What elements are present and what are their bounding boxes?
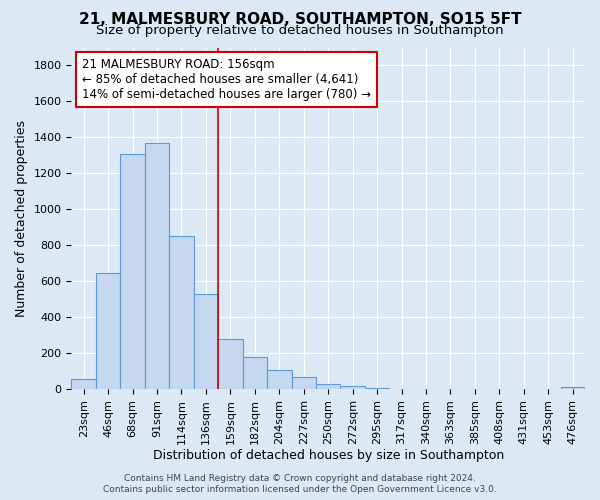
- Bar: [316, 384, 340, 389]
- Bar: [292, 378, 316, 389]
- Bar: [560, 388, 585, 389]
- X-axis label: Distribution of detached houses by size in Southampton: Distribution of detached houses by size …: [152, 450, 504, 462]
- Bar: [194, 294, 218, 389]
- Bar: [340, 386, 365, 389]
- Text: Size of property relative to detached houses in Southampton: Size of property relative to detached ho…: [96, 24, 504, 37]
- Bar: [242, 356, 267, 389]
- Y-axis label: Number of detached properties: Number of detached properties: [15, 120, 28, 317]
- Text: 21, MALMESBURY ROAD, SOUTHAMPTON, SO15 5FT: 21, MALMESBURY ROAD, SOUTHAMPTON, SO15 5…: [79, 12, 521, 28]
- Bar: [267, 370, 292, 389]
- Bar: [145, 143, 169, 389]
- Bar: [96, 273, 121, 389]
- Bar: [169, 236, 194, 389]
- Bar: [121, 154, 145, 389]
- Bar: [218, 339, 242, 389]
- Bar: [365, 388, 389, 389]
- Bar: [71, 379, 96, 389]
- Text: Contains HM Land Registry data © Crown copyright and database right 2024.
Contai: Contains HM Land Registry data © Crown c…: [103, 474, 497, 494]
- Text: 21 MALMESBURY ROAD: 156sqm
← 85% of detached houses are smaller (4,641)
14% of s: 21 MALMESBURY ROAD: 156sqm ← 85% of deta…: [82, 58, 371, 100]
